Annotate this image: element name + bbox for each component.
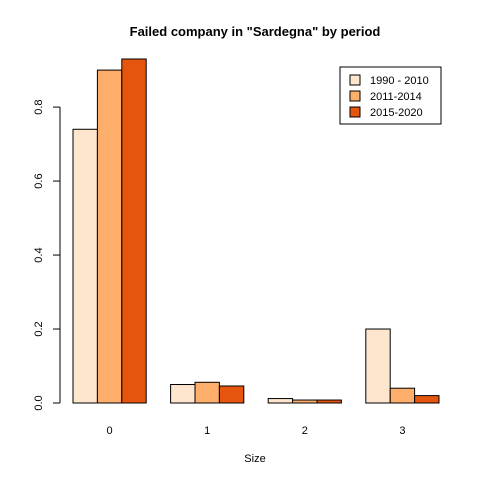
x-axis-label: Size [244, 453, 265, 465]
bar-2-2 [316, 399, 342, 404]
x-tick-label: 1 [204, 425, 210, 437]
legend-label: 2011-2014 [370, 91, 422, 103]
bar-3-1 [389, 387, 416, 404]
y-axis: 0.0 0.2 0.4 0.6 0.8 [33, 99, 61, 411]
bar-0-1 [96, 69, 123, 404]
x-tick-label: 2 [302, 425, 308, 437]
y-tick-label: 0.8 [33, 99, 45, 114]
bar-1-2 [218, 385, 245, 404]
bars-group [72, 58, 440, 404]
y-tick-label: 0.0 [33, 395, 45, 410]
legend-label: 1990 - 2010 [370, 75, 429, 87]
x-tick-label: 0 [107, 425, 113, 437]
bar-1-1 [194, 381, 220, 404]
legend-swatch [349, 74, 361, 86]
legend: 1990 - 2010 2011-2014 2015-2020 [339, 66, 442, 125]
legend-label: 2015-2020 [370, 107, 423, 119]
bar-3-2 [414, 395, 440, 404]
bar-2-1 [292, 399, 318, 404]
bar-2-0 [267, 398, 294, 404]
x-tick-label: 3 [399, 425, 405, 437]
y-tick-label: 0.2 [33, 321, 45, 336]
legend-swatch [349, 106, 361, 118]
bar-1-0 [170, 384, 196, 404]
legend-swatch [349, 90, 361, 102]
x-tick-labels: 0 1 2 3 [107, 425, 406, 437]
chart-title: Failed company in "Sardegna" by period [130, 24, 381, 39]
y-tick-label: 0.6 [33, 173, 45, 188]
bar-3-0 [365, 328, 391, 404]
bar-0-0 [72, 128, 98, 404]
y-tick-label: 0.4 [33, 247, 45, 262]
bar-0-2 [121, 58, 147, 404]
